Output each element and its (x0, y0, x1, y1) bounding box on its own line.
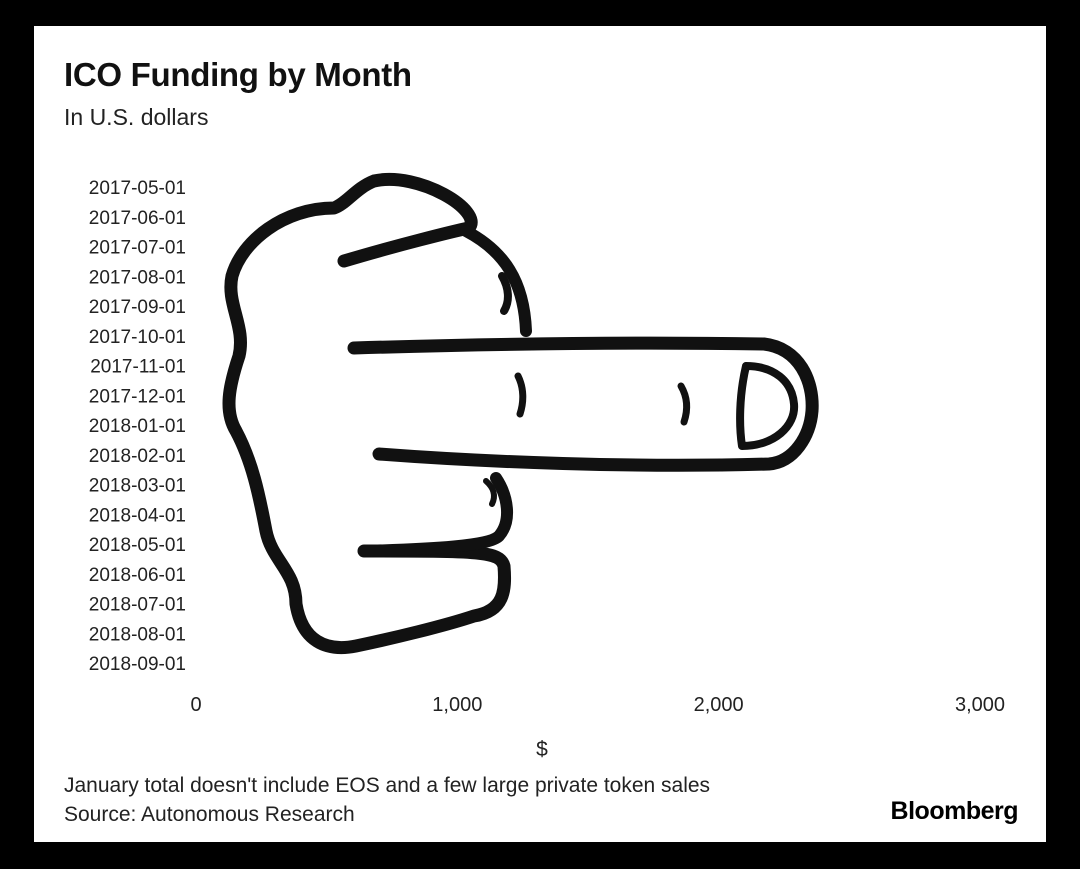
y-tick-label: 2017-10-01 (89, 327, 186, 348)
y-tick-label: 2017-11-01 (90, 357, 186, 378)
y-tick-label: 2017-07-01 (89, 238, 186, 259)
y-tick-label: 2018-02-01 (89, 446, 186, 467)
y-tick-label: 2018-09-01 (89, 654, 186, 675)
y-tick-label: 2018-01-01 (89, 416, 186, 437)
x-tick-label: 3,000 (955, 694, 1005, 716)
x-tick-label: 0 (190, 694, 201, 716)
chart-subtitle: In U.S. dollars (64, 104, 209, 130)
chart-plot: 2017-05-01 2017-06-01 2017-07-01 2017-08-01… (89, 173, 1005, 761)
y-tick-label: 2017-09-01 (89, 297, 186, 318)
x-tick-label: 1,000 (432, 694, 482, 716)
y-tick-label: 2017-12-01 (89, 386, 186, 407)
chart-footnote: January total doesn't include EOS and a … (64, 774, 711, 797)
y-tick-label: 2017-08-01 (89, 267, 186, 288)
chart-title: ICO Funding by Month (64, 56, 412, 93)
y-tick-label: 2017-06-01 (89, 208, 186, 229)
x-axis-labels: 0 1,000 2,000 3,000 (190, 694, 1005, 716)
bloomberg-logo: Bloomberg (890, 797, 1019, 825)
y-tick-label: 2018-06-01 (89, 565, 186, 586)
y-tick-label: 2018-04-01 (89, 505, 186, 526)
y-axis-labels: 2017-05-01 2017-06-01 2017-07-01 2017-08-01… (89, 178, 186, 675)
chart-source: Source: Autonomous Research (64, 803, 355, 826)
middle-finger-hand-icon (222, 173, 819, 654)
y-tick-label: 2018-08-01 (89, 624, 186, 645)
chart-card: ICO Funding by Month In U.S. dollars 201… (34, 26, 1046, 842)
y-tick-label: 2018-03-01 (89, 476, 186, 497)
y-tick-label: 2018-07-01 (89, 595, 186, 616)
x-axis-title: $ (536, 738, 548, 761)
y-tick-label: 2017-05-01 (89, 178, 186, 199)
y-tick-label: 2018-05-01 (89, 535, 186, 556)
x-tick-label: 2,000 (694, 694, 744, 716)
